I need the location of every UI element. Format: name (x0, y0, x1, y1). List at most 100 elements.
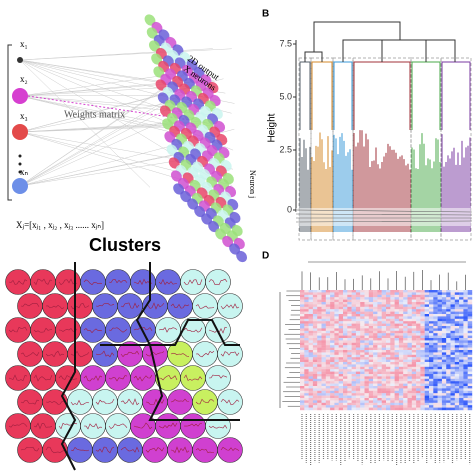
heatmap-cell (330, 328, 335, 331)
heatmap-cell (411, 378, 417, 382)
heatmap-cell (459, 376, 464, 379)
heatmap-cell (338, 364, 344, 367)
heatmap-cell (433, 369, 438, 372)
heatmap-cell (450, 318, 455, 322)
cell-profile (133, 326, 153, 331)
weights-label: Weights matrix (64, 109, 125, 120)
heatmap-cell (317, 364, 322, 367)
heatmap-cell (334, 302, 339, 305)
heatmap-cell (463, 352, 468, 355)
heatmap-cell (334, 369, 339, 372)
heatmap-cell (338, 354, 344, 358)
heatmap-cell (317, 359, 322, 363)
heatmap-cell (407, 354, 412, 358)
heatmap-cell (441, 371, 447, 375)
heatmap-cell (321, 302, 326, 305)
heatmap-cell (304, 314, 309, 317)
heatmap-cell (386, 297, 391, 300)
heatmap-cell (308, 318, 314, 322)
heatmap-cell (377, 354, 382, 358)
heatmap-cell (334, 326, 339, 329)
heatmap-cell (424, 362, 430, 365)
heatmap-cell (394, 302, 400, 305)
cell-profile (95, 350, 115, 358)
heatmap-cell (459, 374, 464, 377)
heatmap-cell (304, 366, 309, 370)
heatmap-cell (381, 311, 387, 315)
heatmap-cell (454, 342, 460, 346)
heatmap-cell (377, 407, 382, 411)
heatmap-cell (407, 309, 412, 312)
heatmap-cell (325, 362, 331, 365)
heatmap-cell (330, 323, 335, 327)
heatmap-cell (411, 314, 417, 317)
heatmap-cell (321, 311, 326, 315)
heatmap-cell (420, 330, 425, 334)
heatmap-cell (347, 299, 352, 303)
heatmap-cell (325, 340, 331, 343)
heatmap-cell (377, 290, 382, 293)
branch (333, 61, 353, 130)
heatmap-cell (407, 345, 412, 348)
heatmap-cell (351, 364, 357, 367)
heatmap-cell (325, 290, 331, 293)
heatmap-cell (360, 330, 365, 334)
heatmap-cell (300, 378, 305, 382)
input-node (12, 88, 28, 104)
heatmap-cell (437, 347, 443, 351)
heatmap-cell (368, 398, 374, 401)
heatmap-cell (368, 359, 374, 363)
heatmap-cell (411, 311, 417, 315)
heatmap-cell (334, 304, 339, 307)
heatmap-cell (351, 323, 357, 327)
heatmap-cell (377, 371, 382, 375)
heatmap-cell (308, 371, 314, 375)
heatmap-cell (416, 359, 421, 363)
heatmap-cell (300, 302, 305, 305)
heatmap-cell (390, 340, 395, 343)
heatmap-cell (343, 352, 348, 355)
heatmap-cell (454, 376, 460, 379)
heatmap-cell (437, 369, 443, 372)
cell-profile (145, 398, 165, 405)
heatmap-cell (433, 306, 438, 310)
heatmap-cell (416, 333, 421, 336)
heatmap-cell (343, 357, 348, 360)
heatmap-cell (437, 321, 443, 324)
heatmap-cell (403, 294, 408, 298)
heatmap-cell (441, 302, 447, 305)
heatmap-cell (308, 304, 314, 307)
heatmap-cell (463, 376, 468, 379)
heatmap-cell (398, 330, 404, 334)
heatmap-cell (312, 294, 318, 298)
heatmap-cell (394, 378, 400, 382)
heatmap-cell (429, 405, 434, 408)
cluster-box (440, 57, 472, 241)
heatmap-cell (386, 366, 391, 370)
heatmap-cell (347, 400, 352, 403)
heatmap-cell (308, 362, 314, 365)
heatmap-cell (360, 395, 365, 399)
heatmap-cell (390, 294, 395, 298)
heatmap-cell (407, 297, 412, 300)
heatmap-cell (364, 304, 369, 307)
heatmap-cell (343, 318, 348, 322)
heatmap-cell (394, 405, 400, 408)
heatmap-cell (467, 309, 473, 312)
heatmap-cell (368, 352, 374, 355)
heatmap-cell (312, 292, 318, 295)
heatmap-cell (403, 393, 408, 396)
heatmap-cell (373, 330, 378, 334)
heatmap-cell (381, 292, 387, 295)
heatmap-cell (437, 309, 443, 312)
heatmap-cell (450, 347, 455, 351)
heatmap-cell (330, 316, 335, 319)
heatmap-cell (394, 347, 400, 351)
heatmap-cell (334, 347, 339, 351)
heatmap-cell (454, 347, 460, 351)
heatmap-cell (334, 294, 339, 298)
heatmap-cell (330, 352, 335, 355)
som-neuron (168, 157, 180, 169)
som-neuron (153, 66, 165, 78)
heatmap-cell (437, 328, 443, 331)
